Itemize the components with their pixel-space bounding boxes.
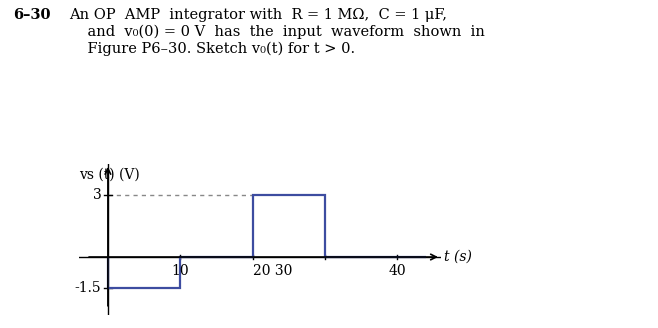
Text: An OP  AMP  integrator with  R = 1 MΩ,  C = 1 μF,
    and  v₀(0) = 0 V  has  the: An OP AMP integrator with R = 1 MΩ, C = … [69,8,485,55]
Text: -1.5: -1.5 [75,281,101,295]
Text: 3: 3 [93,188,101,202]
Text: 40: 40 [389,264,406,277]
Text: t (s): t (s) [443,250,472,264]
Text: vs (t) (V): vs (t) (V) [79,168,139,182]
Text: 10: 10 [172,264,189,277]
Text: 20 30: 20 30 [253,264,292,277]
Text: 6–30: 6–30 [13,8,51,22]
